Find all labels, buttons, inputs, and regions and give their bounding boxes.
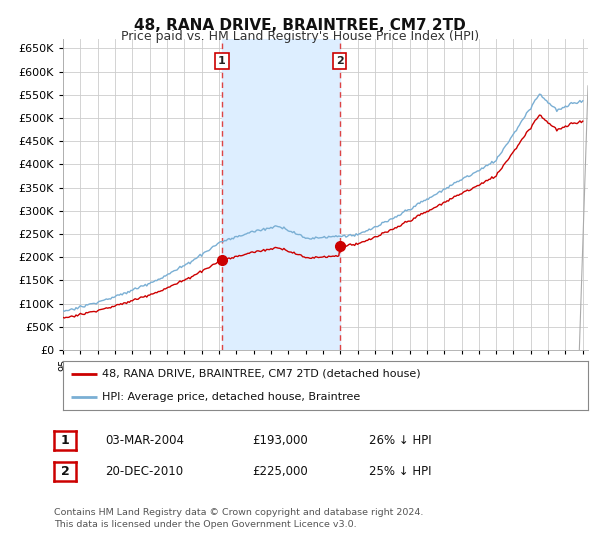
Text: 48, RANA DRIVE, BRAINTREE, CM7 2TD (detached house): 48, RANA DRIVE, BRAINTREE, CM7 2TD (deta… bbox=[103, 369, 421, 379]
Text: 1: 1 bbox=[61, 434, 70, 447]
Text: HPI: Average price, detached house, Braintree: HPI: Average price, detached house, Brai… bbox=[103, 391, 361, 402]
Text: 1: 1 bbox=[218, 56, 226, 66]
Text: Price paid vs. HM Land Registry's House Price Index (HPI): Price paid vs. HM Land Registry's House … bbox=[121, 30, 479, 43]
Text: 26% ↓ HPI: 26% ↓ HPI bbox=[369, 434, 431, 447]
Text: 2: 2 bbox=[336, 56, 344, 66]
Text: 48, RANA DRIVE, BRAINTREE, CM7 2TD: 48, RANA DRIVE, BRAINTREE, CM7 2TD bbox=[134, 18, 466, 33]
Text: 20-DEC-2010: 20-DEC-2010 bbox=[105, 465, 183, 478]
Text: £193,000: £193,000 bbox=[252, 434, 308, 447]
Text: £225,000: £225,000 bbox=[252, 465, 308, 478]
Text: 25% ↓ HPI: 25% ↓ HPI bbox=[369, 465, 431, 478]
Text: Contains HM Land Registry data © Crown copyright and database right 2024.
This d: Contains HM Land Registry data © Crown c… bbox=[54, 508, 424, 529]
Text: 03-MAR-2004: 03-MAR-2004 bbox=[105, 434, 184, 447]
Text: 2: 2 bbox=[61, 465, 70, 478]
Bar bbox=[222, 39, 340, 350]
